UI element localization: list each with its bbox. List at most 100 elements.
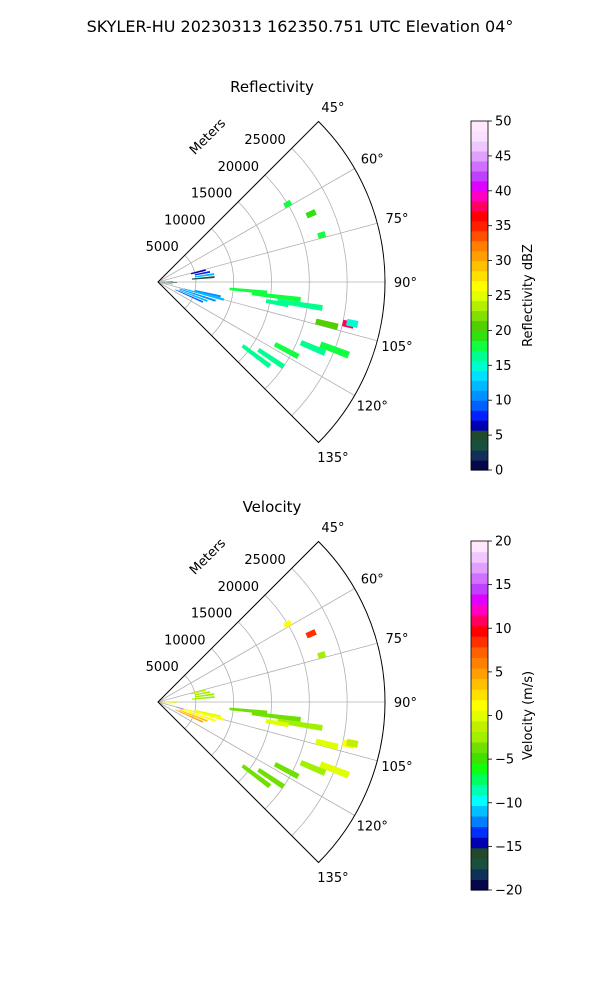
radar-echo-cell	[317, 651, 327, 659]
radar-echo-cell	[195, 690, 211, 696]
polar-sector-outline	[157, 540, 386, 864]
colorbar-swatch	[471, 460, 488, 471]
colorbar-swatch	[471, 250, 488, 262]
colorbar-swatch	[471, 858, 488, 870]
radar-echo-cell	[283, 619, 293, 629]
range-tick-label: 15000	[191, 187, 232, 202]
range-tick-label: 20000	[218, 160, 259, 175]
colorbar-swatch	[471, 180, 488, 192]
radar-echo-cell	[265, 299, 289, 308]
azimuth-tick-label: 105°	[381, 340, 412, 355]
colorbar-swatch	[471, 400, 488, 411]
radar-echo-cell	[251, 291, 301, 303]
azimuth-gridline	[157, 222, 378, 283]
azimuth-tick-label: 75°	[385, 632, 408, 647]
colorbar-swatch	[471, 667, 488, 680]
radar-echo-cell	[190, 689, 206, 695]
radar-echo-cell	[265, 719, 289, 728]
radar-echo-cell	[257, 767, 285, 789]
colorbar-swatch	[471, 805, 488, 817]
radar-echo-cell	[179, 708, 216, 722]
radar-echo-cell	[319, 761, 350, 779]
colorbar-swatch	[471, 731, 488, 743]
radar-echo-cell	[161, 281, 174, 282]
radar-echo-cell	[179, 289, 208, 302]
colorbar-swatch	[471, 230, 488, 242]
radar-echo-cell	[273, 762, 300, 780]
range-tick-label: 15000	[191, 607, 232, 622]
figure-suptitle: SKYLER-HU 20230313 162350.751 UTC Elevat…	[87, 17, 514, 36]
colorbar-tick-label: 15	[495, 578, 512, 593]
radar-echo-cell	[283, 199, 293, 209]
range-tick-label: 5000	[146, 240, 179, 255]
radar-echo-cell	[175, 709, 204, 723]
colorbar-tick-label: 50	[495, 115, 512, 130]
radar-echo-cell	[346, 738, 359, 748]
colorbar-swatch	[471, 879, 488, 891]
colorbar-swatch	[471, 240, 488, 252]
colorbar-swatch	[471, 773, 488, 785]
colorbar-swatch	[471, 646, 488, 658]
radar-echo-cell	[251, 711, 301, 723]
colorbar-swatch	[471, 280, 488, 292]
colorbar-swatch	[471, 340, 488, 351]
colorbar-swatch	[471, 657, 488, 669]
colorbar-swatch	[471, 868, 488, 881]
radar-echo-cell	[190, 269, 206, 275]
polar-sector-outline	[157, 120, 386, 444]
colorbar-swatch	[471, 826, 488, 838]
colorbar-swatch	[471, 583, 488, 595]
range-tick-label: 25000	[244, 553, 285, 568]
colorbar-swatch	[471, 260, 488, 272]
colorbar-swatch	[471, 847, 488, 859]
azimuth-tick-label: 135°	[317, 871, 348, 886]
azimuth-tick-label: 120°	[357, 400, 388, 415]
colorbar-label: Reflectivity dBZ	[521, 244, 536, 347]
colorbar-tick-label: −15	[495, 840, 522, 855]
colorbar-swatch	[471, 562, 488, 574]
colorbar-swatch	[471, 420, 488, 431]
colorbar-swatch	[471, 763, 488, 775]
colorbar-swatch	[471, 410, 488, 421]
radar-echo-cell	[161, 702, 174, 705]
colorbar-swatch	[471, 130, 488, 142]
colorbar-swatch	[471, 636, 488, 648]
radar-echo-cell	[195, 693, 215, 698]
colorbar-tick-label: −10	[495, 796, 522, 811]
colorbar-label: Velocity (m/s)	[521, 671, 536, 760]
azimuth-tick-label: 45°	[321, 521, 344, 536]
colorbar-swatch	[471, 300, 488, 312]
colorbar-swatch	[471, 615, 488, 627]
colorbar-tick-label: 15	[495, 359, 512, 374]
radar-echo-cell	[194, 289, 221, 298]
radar-echo-cell	[305, 629, 317, 639]
colorbar-tick-label: −5	[495, 753, 514, 768]
colorbar-swatch	[471, 794, 488, 806]
range-axis-label: Meters	[187, 536, 229, 578]
radar-echo-cell	[241, 764, 272, 789]
colorbar-swatch	[471, 551, 488, 563]
colorbar-swatch	[471, 593, 488, 606]
colorbar-swatch	[471, 784, 488, 796]
radar-echo-cell	[179, 288, 216, 302]
colorbar-swatch	[471, 320, 488, 331]
azimuth-tick-label: 135°	[317, 451, 348, 466]
radar-echo-cell	[176, 706, 184, 710]
radar-echo-cell	[191, 696, 215, 700]
range-tick-label: 10000	[164, 633, 205, 648]
colorbar-tick-label: 25	[495, 289, 512, 304]
azimuth-gridline	[157, 588, 355, 703]
range-tick-label: 20000	[218, 580, 259, 595]
colorbar-swatch	[471, 360, 488, 371]
colorbar-swatch	[471, 741, 488, 754]
colorbar-tick-label: 20	[495, 324, 512, 339]
colorbar-tick-label: 5	[495, 665, 503, 680]
radar-echo-cell	[161, 702, 177, 703]
colorbar-swatch	[471, 270, 488, 282]
azimuth-tick-label: 60°	[361, 572, 384, 587]
colorbar-swatch	[471, 837, 488, 849]
radar-echo-cell	[319, 341, 350, 359]
radar-echo-cell	[183, 708, 225, 721]
radar-echo-cell	[161, 282, 174, 285]
